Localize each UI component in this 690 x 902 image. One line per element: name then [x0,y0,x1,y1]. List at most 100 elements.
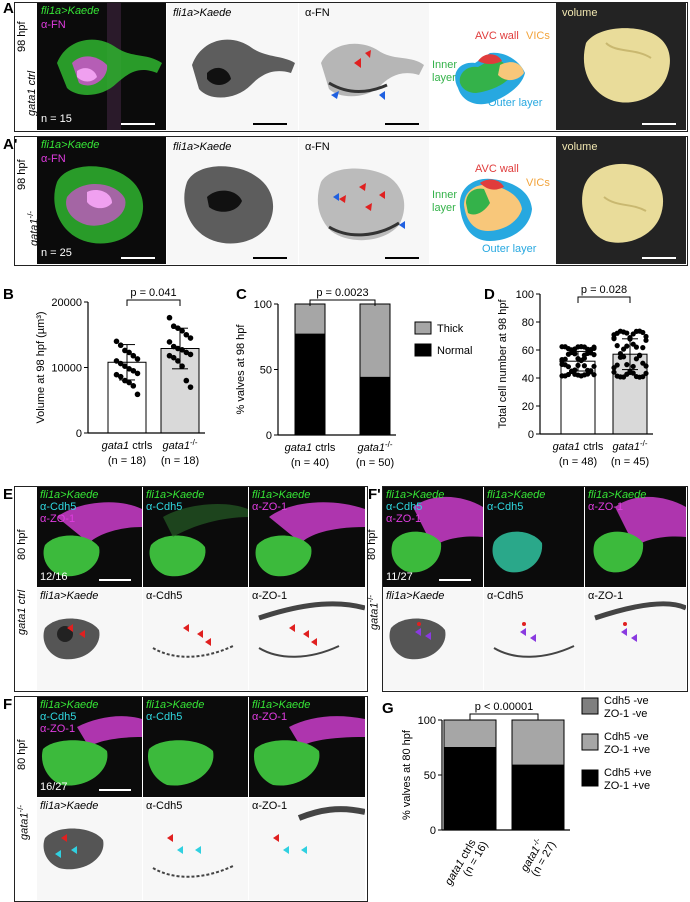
e-top1-ch3: α-ZO-1 [40,513,76,525]
y-tick-label: 0 [76,428,82,440]
f2-top1-ch1: fli1a>Kaede [386,489,445,501]
data-point [134,370,141,377]
panel-label-d: D [484,286,495,303]
f-top1-ch2: α-Cdh5 [40,711,77,723]
legend-label: ZO-1 -ve [604,708,647,720]
bar-segment [359,303,391,378]
image-e-top1: fli1a>Kaede α-Cdh5 α-ZO-1 12/16 [37,487,142,587]
y-axis-label: Volume at 98 hpf (µm³) [35,311,47,423]
image-a2-fn: α-FN [299,137,429,264]
panel-label-c: C [236,286,247,303]
y-axis-label: Total cell number at 98 hpf [497,299,509,429]
data-point [134,356,141,362]
f-top3-ch2: α-ZO-1 [252,711,288,723]
data-point [117,360,124,367]
data-point [175,358,181,364]
image-a2-merge: fli1a>Kaede α-FN n = 25 [37,137,166,264]
panel-a-frame [14,2,688,132]
bar-segment [294,303,326,335]
image-e-top2: fli1a>Kaede α-Cdh5 [143,487,248,587]
data-point [575,372,581,378]
panel-f2-frame [382,486,688,692]
data-point [637,353,643,359]
data-point [591,352,597,358]
data-point [643,370,649,376]
image-e-top3: fli1a>Kaede α-ZO-1 [249,487,365,587]
f2-top1-ch3: α-ZO-1 [386,513,422,525]
bar-segment [511,719,565,766]
data-point [640,345,646,351]
bar-segment [511,764,565,831]
e-bot3-label: α-ZO-1 [252,590,288,602]
legend-label: Cdh5 -ve [604,695,649,707]
category-label: gata1 ctrls [102,440,153,452]
f-bot1-label: fli1a>Kaede [40,800,99,812]
image-e-bot2: α-Cdh5 [143,588,248,690]
data-point [122,377,128,384]
scale-bar-a3 [385,123,419,125]
data-point [614,330,620,336]
channel-fn-a2: α-FN [305,7,330,19]
image-a-kaede: fli1a>Kaede [167,3,298,130]
data-point [617,374,623,380]
y-tick-label: 50 [424,770,436,782]
data-point [562,356,568,362]
data-point [179,363,185,369]
image-f-bot3: α-ZO-1 [249,798,365,900]
image-f2-bot1: fli1a>Kaede [383,588,483,690]
data-point [170,354,177,361]
panel-label-a: A [3,0,14,17]
channel-fn-a2f: α-FN [305,141,330,153]
data-point [126,366,132,372]
e-bot1-label: fli1a>Kaede [40,590,99,602]
stage-label-e: 80 hpf [16,529,28,560]
data-point [611,335,617,341]
f-top1-ch1: fli1a>Kaede [40,699,99,711]
data-point [183,377,190,384]
data-point [166,352,173,359]
chart-c: 0 50 100 % valves at 98 hpf gata1 ctrls (n = … [235,287,472,469]
significance-bracket [126,299,181,306]
significance-bracket [469,713,539,720]
diagram-inner1-a2: Inner [432,189,458,201]
image-f-bot2: α-Cdh5 [143,798,248,900]
data-point [637,328,643,334]
image-f-top3: fli1a>Kaede α-ZO-1 [249,697,365,797]
bar-segment [443,719,497,748]
panel-label-f: F [3,696,13,713]
e-top1-ch2: α-Cdh5 [40,501,77,513]
y-tick-label: 100 [254,299,272,311]
significance-bracket [309,299,376,306]
data-point [126,379,132,386]
e-top3-ch2: α-ZO-1 [252,501,288,513]
p-value: p = 0.0023 [316,287,368,299]
channel-kaede-a: fli1a>Kaede [41,5,100,17]
data-point [581,363,587,369]
y-tick-label: 20000 [51,297,82,309]
bar-segment [294,333,326,436]
data-point [614,362,620,368]
y-tick-label: 50 [260,365,272,377]
f2-top1-ch2: α-Cdh5 [386,501,423,513]
data-point [179,328,185,334]
category-label: gata1 ctrls [553,441,604,453]
panel-e-frame [14,486,368,692]
data-point [130,352,137,359]
data-point [572,367,578,373]
data-point [614,343,620,349]
image-e-bot3: α-ZO-1 [249,588,365,690]
panel-label-b: B [3,286,14,303]
data-point [624,330,630,336]
scale-bar-f2 [439,579,471,581]
data-point [591,363,597,369]
data-point [122,363,128,369]
data-point [130,367,137,374]
image-a-fn: α-FN [299,3,429,130]
significance-bracket [577,296,631,303]
scale-bar-a [121,123,155,125]
diagram-a: AVC wall VICs Inner layer Outer layer [430,3,555,130]
volume-render-a2 [582,163,664,243]
scale-bar-f [99,789,131,791]
legend-swatch [581,733,599,751]
f-top2-ch2: α-Cdh5 [146,711,183,723]
